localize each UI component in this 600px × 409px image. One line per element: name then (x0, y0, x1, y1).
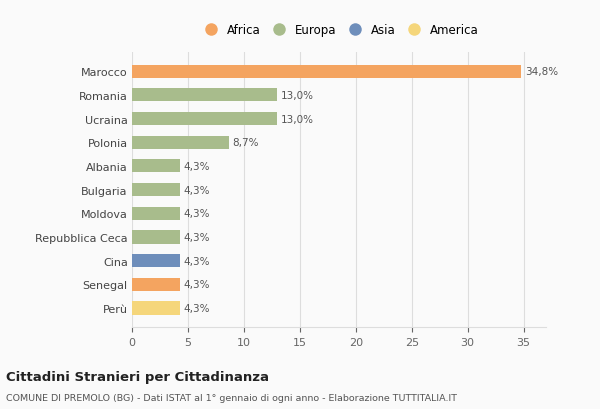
Text: 4,3%: 4,3% (184, 280, 210, 290)
Bar (132, 254, 180, 267)
Legend: Africa, Europa, Asia, America: Africa, Europa, Asia, America (196, 21, 482, 41)
Bar (132, 89, 277, 102)
Bar (132, 113, 277, 126)
Text: 4,3%: 4,3% (184, 185, 210, 195)
Text: 4,3%: 4,3% (184, 209, 210, 219)
Text: 13,0%: 13,0% (281, 91, 314, 101)
Text: 4,3%: 4,3% (184, 256, 210, 266)
Text: 34,8%: 34,8% (525, 67, 558, 77)
Text: 8,7%: 8,7% (233, 138, 259, 148)
Bar (132, 65, 521, 79)
Text: 13,0%: 13,0% (281, 115, 314, 124)
Bar (132, 302, 180, 315)
Bar (132, 207, 180, 220)
Text: 4,3%: 4,3% (184, 303, 210, 313)
Text: 4,3%: 4,3% (184, 232, 210, 243)
Text: COMUNE DI PREMOLO (BG) - Dati ISTAT al 1° gennaio di ogni anno - Elaborazione TU: COMUNE DI PREMOLO (BG) - Dati ISTAT al 1… (6, 393, 457, 402)
Bar (132, 278, 180, 291)
Bar (132, 184, 180, 197)
Bar (132, 160, 180, 173)
Text: Cittadini Stranieri per Cittadinanza: Cittadini Stranieri per Cittadinanza (6, 370, 269, 383)
Bar (132, 137, 229, 149)
Bar (132, 231, 180, 244)
Text: 4,3%: 4,3% (184, 162, 210, 171)
